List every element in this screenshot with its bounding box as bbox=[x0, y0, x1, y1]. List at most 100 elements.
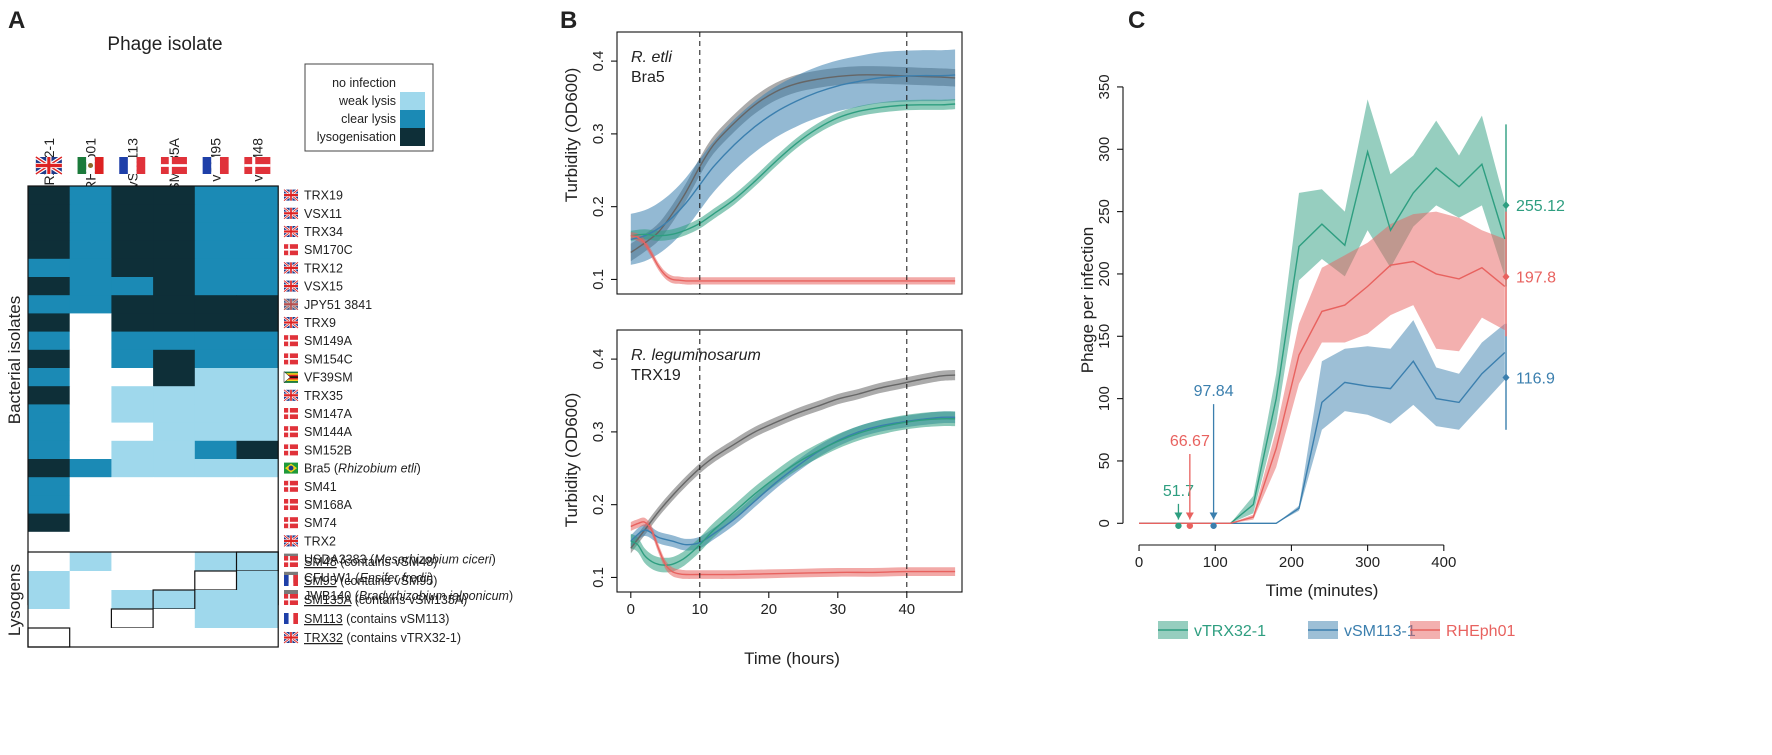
lysogen-flag bbox=[284, 575, 298, 586]
row-flag bbox=[284, 408, 298, 419]
heatmap-cell bbox=[236, 204, 279, 223]
legend-label: clear lysis bbox=[341, 112, 396, 126]
latent-dot bbox=[1186, 522, 1194, 529]
panel-a-letter: A bbox=[8, 7, 25, 34]
legend-label: no infection bbox=[332, 76, 396, 90]
heatmap-cell bbox=[153, 331, 196, 351]
y-tick-label: 0.2 bbox=[590, 196, 607, 217]
x-tick-label: 300 bbox=[1355, 554, 1380, 571]
heatmap-cell bbox=[69, 477, 112, 496]
heatmap-cell bbox=[111, 459, 154, 478]
heatmap-cell bbox=[28, 513, 71, 533]
lysogen-cell bbox=[236, 552, 279, 572]
lysogen-cell bbox=[194, 590, 237, 610]
lysogen-cell bbox=[153, 609, 196, 629]
heatmap-cell bbox=[194, 349, 237, 369]
heatmap-cell bbox=[111, 349, 154, 369]
lysogen-cell bbox=[111, 609, 154, 629]
legend-label: RHEph01 bbox=[1446, 623, 1515, 640]
heatmap-cell bbox=[194, 386, 237, 405]
b-top-ylabel: Turbidity (OD600) bbox=[562, 68, 581, 202]
heatmap-cell bbox=[28, 186, 71, 205]
x-tick-label: 400 bbox=[1431, 554, 1456, 571]
chart-title: R. etli bbox=[631, 49, 672, 66]
heatmap-cell bbox=[153, 186, 196, 205]
heatmap-cell bbox=[153, 368, 196, 387]
heatmap-cell bbox=[153, 513, 196, 533]
row-flag bbox=[284, 426, 298, 438]
bacteria-label: SM147A bbox=[304, 407, 353, 421]
lysogens-label: Lysogens bbox=[5, 564, 24, 636]
phage-flag bbox=[77, 157, 104, 174]
lysogen-flag bbox=[284, 613, 298, 624]
heatmap-cell bbox=[236, 386, 279, 405]
latent-dot bbox=[1210, 522, 1217, 529]
lysogen-cell bbox=[194, 628, 237, 648]
bacteria-label: TRX19 bbox=[304, 189, 343, 203]
heatmap-cell bbox=[194, 258, 237, 278]
lysogen-cell bbox=[194, 609, 237, 629]
lysogen-heatmap: SM48 (contains vSM48) SM95 (contains vSM9… bbox=[27, 551, 467, 648]
heatmap-cell bbox=[236, 422, 279, 442]
bacteria-label: SM144A bbox=[304, 425, 353, 439]
heatmap-cell bbox=[236, 240, 279, 260]
heatmap-cell bbox=[111, 440, 154, 460]
heatmap-cell bbox=[28, 531, 71, 551]
row-flag bbox=[283, 316, 299, 329]
lysogen-flag bbox=[284, 594, 298, 605]
x-tick-label: 10 bbox=[691, 601, 708, 618]
latent-label: 66.67 bbox=[1170, 433, 1210, 450]
heatmap-cell bbox=[111, 513, 154, 533]
bacteria-label: VSX15 bbox=[304, 280, 343, 294]
bacteria-label: VF39SM bbox=[304, 371, 353, 385]
heatmap-cell bbox=[69, 459, 112, 478]
heatmap-cell bbox=[69, 186, 112, 205]
lysogen-cell bbox=[236, 609, 279, 629]
y-tick-label: 0 bbox=[1096, 519, 1113, 527]
row-flag bbox=[283, 534, 299, 548]
heatmap-cell bbox=[28, 331, 71, 351]
heatmap-cell bbox=[69, 531, 112, 551]
phage-flag bbox=[202, 157, 229, 174]
row-flag bbox=[284, 244, 298, 256]
heatmap-cell bbox=[194, 240, 237, 260]
bacteria-row-labels: TRX19 VSX11 TRX34 SM170C TRX12 VSX15 JPY51 384… bbox=[283, 189, 513, 603]
row-flag bbox=[284, 353, 298, 365]
series-line-vsm113-1 bbox=[630, 416, 956, 546]
heatmap-cell bbox=[194, 331, 237, 351]
series-band-rheph01 bbox=[630, 517, 956, 579]
heatmap-cell bbox=[236, 495, 279, 514]
row-flag bbox=[284, 335, 298, 347]
heatmap-cell bbox=[28, 422, 71, 442]
lysogen-cell bbox=[153, 628, 196, 648]
y-tick-label: 0.2 bbox=[590, 494, 607, 515]
heatmap-cell bbox=[194, 186, 237, 205]
panel-a-title: Phage isolate bbox=[107, 34, 222, 55]
heatmap-cell bbox=[28, 240, 71, 260]
heatmap-cell bbox=[111, 331, 154, 351]
heatmap-cell bbox=[69, 295, 112, 314]
latent-arrowhead bbox=[1174, 512, 1183, 520]
chart-subtitle: Bra5 bbox=[631, 69, 665, 86]
plot-frame bbox=[616, 31, 963, 295]
heatmap-cell bbox=[69, 331, 112, 351]
series-band-rheph01 bbox=[1139, 211, 1505, 524]
legend-swatch bbox=[400, 110, 425, 128]
y-tick-label: 50 bbox=[1096, 453, 1113, 470]
heatmap-cell bbox=[69, 368, 112, 387]
series-band-vtrx32-1 bbox=[1139, 99, 1505, 524]
heatmap-cell bbox=[111, 531, 154, 551]
heatmap-cell bbox=[236, 313, 279, 332]
x-tick-label: 200 bbox=[1279, 554, 1304, 571]
heatmap-cell bbox=[69, 240, 112, 260]
infection-heatmap bbox=[27, 185, 279, 606]
heatmap-cell bbox=[28, 459, 71, 478]
heatmap-cell bbox=[69, 440, 112, 460]
heatmap-cell bbox=[153, 258, 196, 278]
heatmap-cell bbox=[153, 240, 196, 260]
lysogen-cell bbox=[111, 552, 154, 572]
y-tick-label: 300 bbox=[1096, 137, 1113, 162]
heatmap-cell bbox=[194, 440, 237, 460]
lysogen-cell bbox=[111, 628, 154, 648]
